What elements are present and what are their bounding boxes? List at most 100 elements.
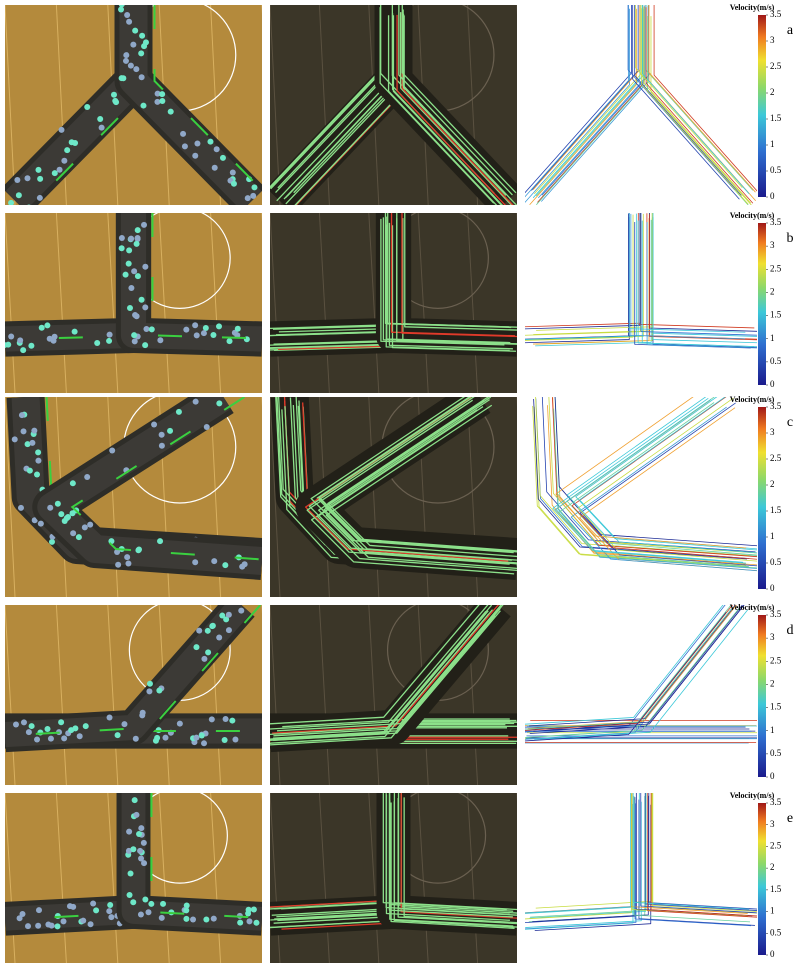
pedestrian bbox=[151, 422, 157, 428]
pedestrian bbox=[222, 562, 228, 568]
pedestrian bbox=[157, 337, 163, 343]
pedestrian bbox=[190, 916, 196, 922]
colorbar-tick-label: 3 bbox=[770, 632, 775, 642]
pedestrian bbox=[8, 334, 14, 340]
pedestrian bbox=[207, 139, 213, 145]
pedestrian bbox=[0, 719, 1, 725]
pedestrian bbox=[8, 200, 14, 206]
pedestrian bbox=[44, 322, 50, 328]
pedestrian bbox=[159, 91, 165, 97]
pedestrian bbox=[143, 326, 149, 332]
pedestrian bbox=[61, 918, 67, 924]
panel-content bbox=[5, 788, 280, 963]
pedestrian bbox=[149, 326, 155, 332]
pedestrian bbox=[48, 736, 54, 742]
colorbar-tick-label: 0.5 bbox=[770, 748, 782, 758]
pedestrian bbox=[126, 829, 132, 835]
pedestrian bbox=[216, 634, 222, 640]
tracking-panel bbox=[268, 0, 527, 211]
pedestrian bbox=[135, 235, 141, 241]
colorbar-tick-label: 1.5 bbox=[770, 702, 782, 712]
pedestrian bbox=[130, 846, 136, 852]
colorbar-tick-label: 1 bbox=[770, 139, 775, 149]
panel-content bbox=[522, 0, 761, 212]
pedestrian bbox=[128, 285, 134, 291]
velocity-panel bbox=[515, 782, 769, 963]
pedestrian bbox=[115, 562, 121, 568]
panel-content bbox=[525, 384, 770, 597]
colorbar-tick-label: 2.5 bbox=[770, 263, 782, 273]
pedestrian bbox=[238, 608, 244, 614]
pedestrian bbox=[167, 428, 173, 434]
tracking-panel bbox=[259, 781, 528, 963]
colorbar-tick-label: 3 bbox=[770, 240, 775, 250]
pedestrian bbox=[35, 167, 41, 173]
colorbar-tick-label: 3.5 bbox=[770, 797, 782, 807]
photo-panel bbox=[1, 208, 280, 393]
pedestrian bbox=[34, 471, 40, 477]
velocity-panel bbox=[512, 201, 769, 393]
pedestrian bbox=[138, 50, 144, 56]
pedestrian bbox=[67, 903, 73, 909]
pedestrian bbox=[123, 52, 129, 58]
pedestrian bbox=[201, 656, 207, 662]
pedestrian bbox=[140, 103, 146, 109]
pedestrian bbox=[13, 721, 19, 727]
pedestrian bbox=[45, 726, 51, 732]
pedestrian bbox=[87, 522, 93, 528]
pedestrian bbox=[153, 738, 159, 744]
colorbar-tick-label: 0 bbox=[770, 379, 775, 389]
pedestrian bbox=[28, 343, 34, 349]
pedestrian bbox=[125, 561, 131, 567]
colorbar-tick-label: 0.5 bbox=[770, 356, 782, 366]
pedestrian bbox=[138, 856, 144, 862]
pedestrian bbox=[137, 848, 143, 854]
pedestrian bbox=[35, 449, 41, 455]
pedestrian bbox=[182, 143, 188, 149]
pedestrian bbox=[192, 322, 198, 328]
pedestrian bbox=[59, 127, 65, 133]
pedestrian bbox=[29, 723, 35, 729]
panel-label: d bbox=[787, 623, 794, 638]
pedestrian bbox=[147, 681, 153, 687]
colorbar-tick-label: 1 bbox=[770, 906, 775, 916]
colorbar-tick-label: 0.5 bbox=[770, 927, 782, 937]
pedestrian bbox=[70, 480, 76, 486]
pedestrian bbox=[55, 501, 61, 507]
pedestrian bbox=[253, 920, 259, 926]
pedestrian bbox=[21, 428, 27, 434]
colorbar-tick-label: 2 bbox=[770, 479, 775, 489]
pedestrian bbox=[230, 170, 236, 176]
pedestrian bbox=[183, 916, 189, 922]
pedestrian bbox=[45, 922, 51, 928]
colorbar-tick-label: 1 bbox=[770, 531, 775, 541]
pedestrian bbox=[138, 912, 144, 918]
pedestrian bbox=[133, 736, 139, 742]
pedestrian bbox=[193, 399, 199, 405]
pedestrian bbox=[194, 141, 200, 147]
colorbar-tick-label: 2.5 bbox=[770, 655, 782, 665]
colorbar-tick-label: 0.5 bbox=[770, 557, 782, 567]
pedestrian bbox=[183, 907, 189, 913]
pedestrian bbox=[113, 99, 119, 105]
pedestrian bbox=[214, 146, 220, 152]
pedestrian bbox=[119, 1, 125, 7]
pedestrian bbox=[139, 74, 145, 80]
pedestrian bbox=[128, 236, 134, 242]
pedestrian bbox=[156, 687, 162, 693]
pedestrian bbox=[119, 235, 125, 241]
colorbar-tick-label: 3.5 bbox=[770, 401, 782, 411]
pedestrian bbox=[123, 272, 129, 278]
pedestrian bbox=[204, 424, 210, 430]
pedestrian bbox=[84, 474, 90, 480]
pedestrian bbox=[83, 723, 89, 729]
colorbar-tick-label: 1.5 bbox=[770, 310, 782, 320]
colorbar-tick-label: 0 bbox=[770, 191, 775, 201]
pedestrian bbox=[192, 153, 198, 159]
pedestrian bbox=[121, 721, 127, 727]
pedestrian bbox=[49, 539, 55, 545]
pedestrian bbox=[251, 906, 257, 912]
pedestrian bbox=[25, 923, 31, 929]
colorbar-tick-label: 2 bbox=[770, 87, 775, 97]
pedestrian bbox=[223, 716, 229, 722]
